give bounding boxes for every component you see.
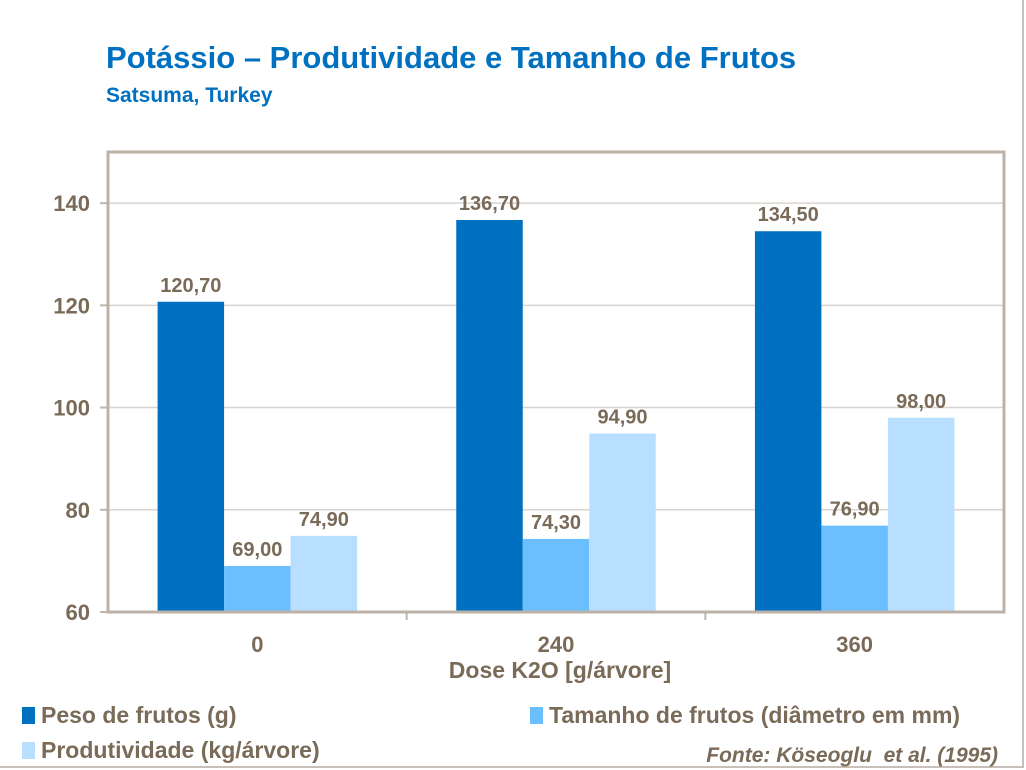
x-tick-label: 0 xyxy=(251,632,263,657)
legend-label: Produtividade (kg/árvore) xyxy=(41,737,320,763)
bar-2-0 xyxy=(290,535,358,612)
legend-swatch xyxy=(530,707,543,724)
bar-1-0 xyxy=(224,566,291,612)
bar-1-1 xyxy=(522,538,590,612)
data-label: 136,70 xyxy=(459,193,520,215)
legend-item-produtividade: Produtividade (kg/árvore) xyxy=(22,737,320,764)
data-label: 69,00 xyxy=(232,539,282,561)
chart-subtitle: Satsuma, Turkey xyxy=(106,84,273,107)
data-label: 76,90 xyxy=(830,499,880,521)
source-note: Fonte: Köseoglu et al. (1995) xyxy=(706,744,998,767)
legend-swatch xyxy=(22,707,35,724)
data-label: 120,70 xyxy=(160,275,221,297)
x-tick-label: 360 xyxy=(836,632,873,657)
bar-2-2 xyxy=(887,417,955,612)
legend-item-peso: Peso de frutos (g) xyxy=(22,702,237,729)
y-tick-label: 60 xyxy=(66,600,90,625)
y-tick-label: 100 xyxy=(53,396,90,421)
data-label: 74,30 xyxy=(531,512,581,534)
x-tick-label: 240 xyxy=(538,632,575,657)
legend-label: Peso de frutos (g) xyxy=(41,702,237,728)
chart-title: Potássio – Produtividade e Tamanho de Fr… xyxy=(106,40,797,75)
x-axis-label: Dose K2O [g/árvore] xyxy=(449,657,671,683)
bar-chart: 60 80 100 120 140 0 120,70 69,00 74,90 240 136,70 7… xyxy=(53,150,1006,683)
data-label: 94,90 xyxy=(597,407,647,429)
y-tick-label: 120 xyxy=(53,293,90,318)
bar-0-2 xyxy=(754,231,822,612)
bar-0-0 xyxy=(157,301,225,612)
legend-label: Tamanho de frutos (diâmetro em mm) xyxy=(549,702,961,728)
legend-item-tamanho: Tamanho de frutos (diâmetro em mm) xyxy=(530,702,960,729)
data-label: 98,00 xyxy=(896,391,946,413)
bar-2-1 xyxy=(589,433,656,612)
data-label: 74,90 xyxy=(299,509,349,531)
data-label: 134,50 xyxy=(758,204,819,226)
y-tick-label: 140 xyxy=(53,191,90,216)
bar-1-2 xyxy=(821,525,888,612)
legend-swatch xyxy=(22,742,35,759)
bar-0-1 xyxy=(456,219,523,612)
y-tick-label: 80 xyxy=(66,498,90,523)
